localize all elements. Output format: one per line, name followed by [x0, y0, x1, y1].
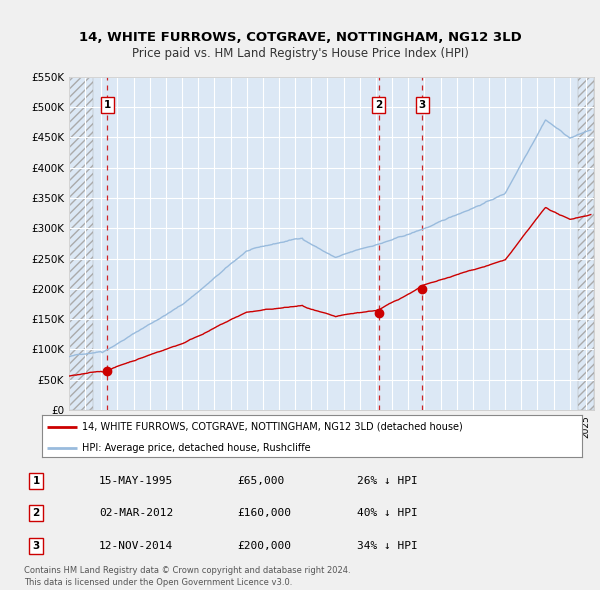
Text: 15-MAY-1995: 15-MAY-1995 — [99, 476, 173, 486]
Text: 3: 3 — [419, 100, 426, 110]
Text: 12-NOV-2014: 12-NOV-2014 — [99, 541, 173, 550]
Text: £160,000: £160,000 — [237, 509, 291, 518]
Text: £65,000: £65,000 — [237, 476, 284, 486]
Text: 40% ↓ HPI: 40% ↓ HPI — [357, 509, 418, 518]
Text: 26% ↓ HPI: 26% ↓ HPI — [357, 476, 418, 486]
Text: 2: 2 — [32, 509, 40, 518]
Text: Price paid vs. HM Land Registry's House Price Index (HPI): Price paid vs. HM Land Registry's House … — [131, 47, 469, 60]
Text: Contains HM Land Registry data © Crown copyright and database right 2024.
This d: Contains HM Land Registry data © Crown c… — [24, 566, 350, 587]
Text: 14, WHITE FURROWS, COTGRAVE, NOTTINGHAM, NG12 3LD: 14, WHITE FURROWS, COTGRAVE, NOTTINGHAM,… — [79, 31, 521, 44]
Text: 34% ↓ HPI: 34% ↓ HPI — [357, 541, 418, 550]
Text: 2: 2 — [375, 100, 382, 110]
Text: HPI: Average price, detached house, Rushcliffe: HPI: Average price, detached house, Rush… — [83, 443, 311, 453]
Text: 14, WHITE FURROWS, COTGRAVE, NOTTINGHAM, NG12 3LD (detached house): 14, WHITE FURROWS, COTGRAVE, NOTTINGHAM,… — [83, 422, 463, 432]
Text: £200,000: £200,000 — [237, 541, 291, 550]
Text: 1: 1 — [32, 476, 40, 486]
Text: 3: 3 — [32, 541, 40, 550]
Text: 02-MAR-2012: 02-MAR-2012 — [99, 509, 173, 518]
Text: 1: 1 — [104, 100, 111, 110]
